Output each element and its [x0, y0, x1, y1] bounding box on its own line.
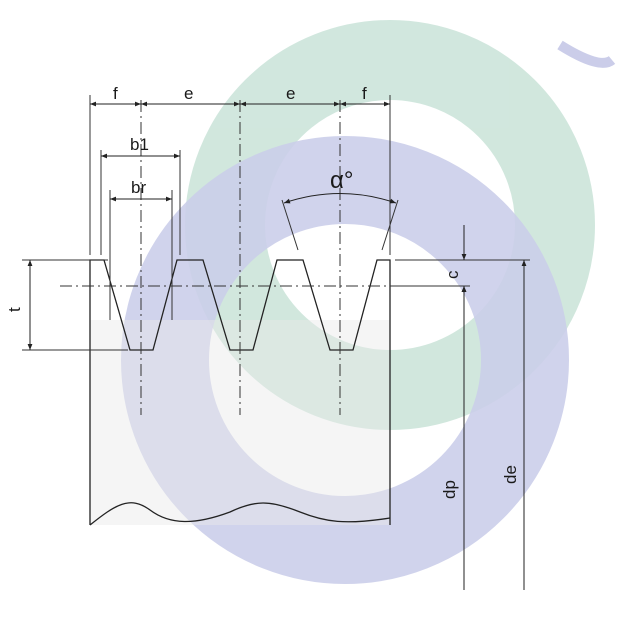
watermark-blue-ring [121, 136, 569, 584]
label-t: t [5, 307, 24, 312]
extension-lines [22, 95, 530, 351]
label-alpha: α° [330, 167, 353, 194]
label-e-left: e [184, 84, 193, 103]
label-c: c [443, 270, 462, 279]
label-f-left: f [113, 84, 118, 103]
label-e-right: e [286, 84, 295, 103]
dimension-labels: f e e f b1 br α° t c dp de [5, 84, 520, 499]
groove-center-lines [60, 100, 455, 415]
dimension-lines [27, 101, 527, 590]
label-br: br [131, 178, 146, 197]
pulley-profile [89, 259, 391, 526]
watermark-arc [557, 40, 616, 68]
watermark-block [90, 320, 390, 525]
break-line [89, 502, 391, 526]
label-dp: dp [440, 480, 459, 499]
groove-profile-line [89, 259, 391, 525]
dim-alpha-arc [283, 193, 397, 204]
label-f-right: f [362, 84, 367, 103]
label-b1: b1 [130, 135, 149, 154]
label-de: de [501, 465, 520, 484]
